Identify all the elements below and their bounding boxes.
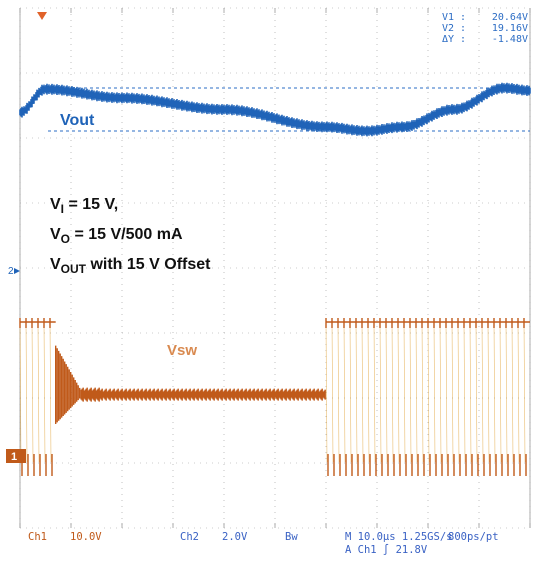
ch1-marker-label: 1 xyxy=(11,451,17,463)
vout-offset-line: VOUT with 15 V Offset xyxy=(50,256,211,277)
resolution-readout: 800ps/pt xyxy=(448,531,499,543)
bandwidth-indicator: Bw xyxy=(285,531,298,543)
vout-label: Vout xyxy=(60,112,95,129)
v1-label: V1 : xyxy=(442,12,467,23)
trigger-readout: A Ch1 ∫ 21.8V xyxy=(345,544,428,556)
vsw-trace xyxy=(19,318,530,476)
vout-trace xyxy=(19,82,531,137)
ch1-scale: 10.0V xyxy=(70,531,102,543)
ch1-level-marker xyxy=(6,449,26,463)
v1-value: 20.64V xyxy=(491,12,528,23)
v2-label: V2 : xyxy=(442,23,467,34)
ch1-readout: Ch1 xyxy=(28,531,47,543)
channel-markers: 21 xyxy=(6,12,47,463)
scope-readout-bar: Ch1 10.0V Ch2 2.0V Bw M 10.0µs 1.25GS/s … xyxy=(0,530,538,561)
vout-trace-group xyxy=(19,82,531,137)
ch2-readout: Ch2 xyxy=(180,531,199,543)
delta-value: -1.48V xyxy=(491,34,528,45)
vsw-edges xyxy=(19,321,526,463)
ch2-scale: 2.0V xyxy=(222,531,248,543)
vo-line: VO = 15 V/500 mA xyxy=(50,226,183,247)
ch2-level-marker xyxy=(14,268,20,274)
vsw-trace-group xyxy=(19,318,530,476)
trigger-position-marker xyxy=(37,12,47,20)
cursor-lines xyxy=(48,87,530,132)
ch2-marker-label: 2 xyxy=(8,266,14,277)
cursor-readout: V1 : 20.64V V2 : 19.16V ΔY : -1.48V xyxy=(442,12,528,45)
timebase-readout: M 10.0µs 1.25GS/s xyxy=(345,531,453,543)
test-conditions-note: VI = 15 V, VO = 15 V/500 mA VOUT with 15… xyxy=(50,192,210,283)
delta-label: ΔY : xyxy=(442,34,467,45)
vi-line: VI = 15 V, xyxy=(50,196,119,217)
v2-value: 19.16V xyxy=(491,23,528,34)
vsw-label: Vsw xyxy=(167,342,197,359)
